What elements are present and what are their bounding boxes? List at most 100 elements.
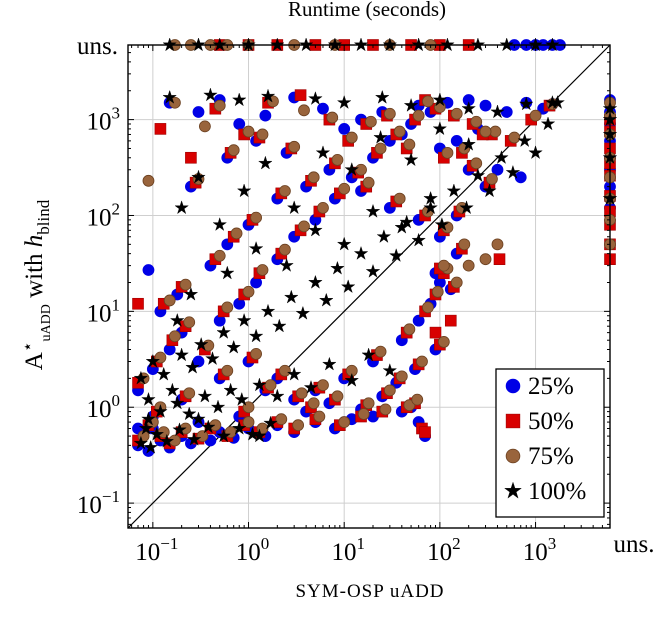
legend-marker-3 <box>504 481 522 499</box>
data-point <box>256 264 269 276</box>
y-tick-label: 10−1 <box>77 487 120 519</box>
data-point <box>441 146 454 159</box>
data-point <box>133 370 149 385</box>
data-point <box>540 116 556 131</box>
data-point <box>154 123 167 135</box>
data-point <box>138 420 154 435</box>
data-point <box>482 183 497 198</box>
y-label-h: h <box>21 235 48 248</box>
data-point <box>231 420 247 435</box>
data-point <box>242 285 255 298</box>
data-point <box>183 286 199 301</box>
data-point <box>196 430 209 442</box>
data-point <box>450 107 463 120</box>
data-point <box>340 279 356 294</box>
data-point <box>315 145 331 160</box>
data-point <box>141 411 156 426</box>
legend-label-2: 75% <box>528 443 574 470</box>
data-point <box>162 89 177 104</box>
data-point <box>185 151 197 164</box>
data-point <box>493 253 506 265</box>
data-point <box>145 353 161 368</box>
data-point <box>172 422 187 437</box>
data-point <box>221 301 234 314</box>
data-point <box>437 259 450 272</box>
legend-marker-0 <box>505 378 521 394</box>
data-point <box>203 87 218 102</box>
data-point <box>186 431 202 446</box>
data-point <box>317 201 329 214</box>
data-point <box>308 274 323 289</box>
data-points <box>132 37 618 457</box>
data-point <box>444 314 457 327</box>
data-point <box>431 285 444 298</box>
data-point <box>344 372 360 387</box>
data-point <box>159 433 175 448</box>
data-point <box>373 129 388 144</box>
data-point <box>236 312 252 327</box>
data-point <box>292 419 305 432</box>
data-point <box>153 403 168 418</box>
data-point <box>450 276 463 289</box>
data-point <box>205 351 220 366</box>
data-point <box>231 92 247 107</box>
data-point <box>213 249 226 262</box>
data-point <box>399 214 414 229</box>
data-point <box>179 278 192 291</box>
data-point <box>336 236 352 251</box>
data-point <box>318 292 334 307</box>
data-point <box>142 174 155 187</box>
data-point <box>234 391 250 406</box>
data-point <box>133 435 149 450</box>
legend-marker-1 <box>505 413 521 429</box>
data-point <box>298 104 310 117</box>
data-point <box>411 393 424 406</box>
data-point <box>344 162 360 176</box>
data-point <box>168 330 181 343</box>
data-point <box>275 413 288 426</box>
data-point <box>252 377 267 392</box>
data-point <box>432 92 448 107</box>
legend-marker-2 <box>505 448 521 464</box>
data-point <box>212 217 228 231</box>
data-point <box>216 324 231 339</box>
data-point <box>518 96 534 111</box>
data-point <box>388 248 404 262</box>
data-point <box>517 133 532 148</box>
data-point <box>263 415 278 430</box>
data-point <box>278 243 291 256</box>
data-point <box>201 419 216 434</box>
data-point <box>494 150 509 164</box>
data-point <box>169 312 185 327</box>
data-point <box>379 403 392 416</box>
data-point <box>307 397 320 410</box>
data-point <box>294 89 307 101</box>
data-point <box>219 265 235 280</box>
data-point <box>374 142 387 155</box>
data-point <box>508 131 521 144</box>
x-tick-label: 100 <box>236 534 270 566</box>
data-point <box>308 91 323 105</box>
data-point <box>462 259 475 272</box>
data-point <box>364 115 377 128</box>
y-label-star: ⋆ <box>18 342 37 353</box>
data-point <box>331 390 344 403</box>
data-point <box>142 264 155 276</box>
data-point <box>490 104 505 119</box>
data-point <box>260 88 276 103</box>
data-point <box>365 263 381 278</box>
data-point <box>338 122 351 135</box>
axis-ticks: 10−1 100 101 102 103 10−1 100 101 102 103 uns. uns. <box>77 33 655 566</box>
diagonal-line <box>127 44 611 529</box>
data-point <box>252 428 267 443</box>
data-point <box>303 380 319 394</box>
data-point <box>181 406 197 421</box>
data-point <box>338 416 351 428</box>
data-point <box>374 345 387 358</box>
data-point <box>422 95 434 108</box>
data-point <box>423 190 438 205</box>
data-point <box>361 347 376 362</box>
data-point <box>345 131 358 144</box>
data-point <box>163 294 176 307</box>
